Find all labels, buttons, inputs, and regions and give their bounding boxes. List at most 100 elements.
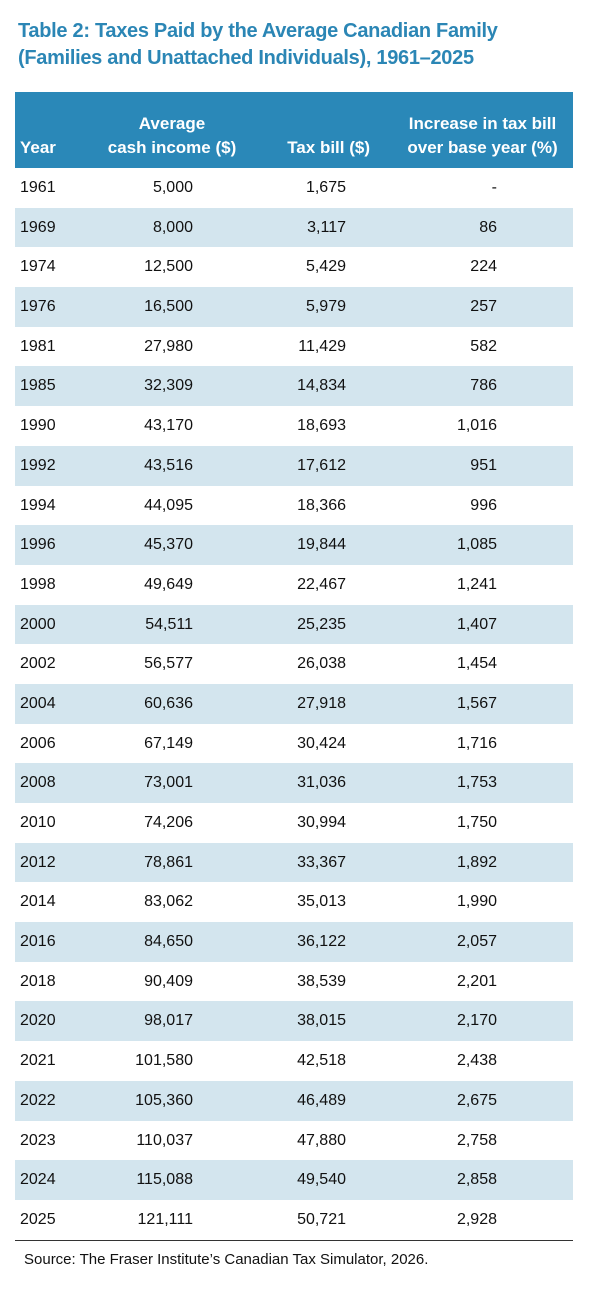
table-cell: 2006 [20, 734, 56, 752]
table-cell: 43,516 [144, 456, 193, 474]
table-row: 1992 43,516 17,612 951 [15, 445, 573, 486]
table-cell: 1961 [20, 179, 56, 196]
table-row: 1996 45,370 19,844 1,085 [15, 525, 573, 565]
table-cell: 786 [470, 377, 497, 395]
table-cell: 84,650 [144, 933, 193, 951]
table-cell: 2021 [20, 1052, 56, 1070]
table-row: 1998 49,649 22,467 1,241 [15, 565, 573, 605]
table-cell: 1992 [20, 456, 56, 474]
table-cell: 8,000 [152, 218, 193, 236]
table-cell: 42,518 [297, 1052, 346, 1070]
table-cell: 1,716 [456, 734, 497, 752]
table-cell: 78,861 [144, 853, 193, 871]
table-row: 2020 98,017 38,015 2,170 [15, 1001, 573, 1042]
table-cell: 121,111 [137, 1210, 193, 1228]
table-cell: 44,095 [144, 496, 193, 514]
table-cell: 1974 [20, 258, 56, 276]
header-line: over base year (%) [407, 138, 558, 157]
table-row: 1969 8,000 3,117 86 [15, 207, 573, 248]
table-cell: 5,429 [305, 258, 346, 276]
table-cell: 90,409 [144, 972, 193, 990]
table: Year Average cash income ($) Tax bill ($) In… [15, 92, 573, 1241]
table-cell: 2000 [20, 615, 56, 633]
table-cell: 49,540 [297, 1171, 346, 1189]
table-cell: 17,612 [297, 456, 346, 474]
table-cell: 22,467 [297, 575, 346, 593]
table-cell: 257 [470, 298, 497, 316]
table-cell: 38,015 [297, 1012, 346, 1030]
table-cell: 25,235 [297, 615, 346, 633]
table-cell: 32,309 [144, 377, 193, 395]
table-cell: 18,693 [297, 417, 346, 435]
table-cell: 60,636 [144, 694, 193, 712]
table-row: 2021 101,580 42,518 2,438 [15, 1041, 573, 1081]
title-line: Table 2: Taxes Paid by the Average Canad… [18, 20, 498, 42]
table-cell: 2022 [20, 1091, 56, 1109]
table-row: 1976 16,500 5,979 257 [15, 287, 573, 327]
table-row: 1990 43,170 18,693 1,016 [15, 406, 573, 446]
table-cell: 2010 [20, 814, 56, 831]
table-cell: 38,539 [297, 972, 346, 990]
table-row: 1981 27,980 11,429 582 [15, 327, 573, 367]
table-row: 2004 60,636 27,918 1,567 [15, 683, 573, 724]
table-row: 2022 105,360 46,489 2,675 [15, 1080, 573, 1121]
table-cell: 27,918 [297, 694, 346, 712]
table-cell: 2012 [20, 853, 56, 871]
table-cell: 2,170 [456, 1012, 497, 1030]
table-cell: 2008 [20, 774, 56, 792]
table-cell: 18,366 [297, 496, 346, 514]
title: Table 2: Taxes Paid by the Average Canad… [18, 18, 498, 72]
table-cell: 2025 [20, 1210, 56, 1228]
table-row: 2002 56,577 26,038 1,454 [15, 644, 573, 684]
table-cell: 30,424 [297, 734, 346, 752]
table-cell: 11,429 [298, 337, 346, 355]
header-line: cash income ($) [107, 138, 237, 157]
table-cell: 3,117 [307, 218, 346, 236]
table-cell: 1981 [20, 337, 56, 355]
table-cell: 16,500 [144, 298, 193, 316]
table-cell: 224 [470, 258, 497, 276]
table-cell: 115,088 [136, 1171, 193, 1189]
table-rule [15, 1239, 573, 1241]
table-cell: 2,858 [456, 1171, 497, 1189]
header-line: Increase in tax bill [408, 114, 557, 133]
table-cell: 5,000 [152, 179, 193, 196]
table-cell: 1985 [20, 377, 56, 395]
table-cell: 2,675 [456, 1091, 497, 1109]
header-line: Average [138, 114, 206, 133]
table-cell: 36,122 [297, 933, 346, 951]
table-cell: 105,360 [135, 1091, 193, 1109]
table-cell: 98,017 [144, 1012, 193, 1030]
table-cell: 27,980 [144, 337, 193, 355]
table-row: 2014 83,062 35,013 1,990 [15, 882, 573, 922]
table-row: 1974 12,500 5,429 224 [15, 247, 573, 287]
table-cell: 1,085 [456, 536, 497, 554]
table-body: 1961 5,000 1,675 - 1969 8,000 3,117 86 1974 12,50… [15, 168, 573, 1240]
table-cell: 2,928 [456, 1210, 497, 1228]
table-row: 1961 5,000 1,675 - [15, 168, 573, 208]
table-cell: 46,489 [297, 1091, 346, 1109]
table-cell: 56,577 [144, 655, 193, 673]
table-cell: 2014 [20, 893, 56, 911]
table-row: 2012 78,861 33,367 1,892 [15, 842, 573, 883]
table-row: 2000 54,511 25,235 1,407 [15, 604, 573, 645]
column-header: Increase in tax bill over base year (%) [395, 112, 570, 160]
table-cell: 1,016 [456, 417, 497, 435]
table-row: 2025 121,111 50,721 2,928 [15, 1200, 573, 1240]
table-cell: 1969 [20, 218, 56, 236]
table-cell: 83,062 [144, 893, 193, 911]
table-cell: 996 [470, 496, 497, 514]
table-cell: 47,880 [297, 1131, 346, 1149]
table-cell: 2024 [20, 1171, 56, 1189]
table-cell: 2023 [20, 1131, 56, 1149]
table-row: 2016 84,650 36,122 2,057 [15, 922, 573, 962]
column-header: Average cash income ($) [97, 112, 247, 160]
table-cell: 43,170 [144, 417, 193, 435]
column-header: Tax bill ($) [287, 136, 370, 160]
table-cell: 2,057 [456, 933, 497, 951]
table-row: 1994 44,095 18,366 996 [15, 486, 573, 526]
table-cell: 2004 [20, 694, 56, 712]
table-cell: 1,990 [456, 893, 497, 911]
table-cell: 582 [470, 337, 497, 355]
table-cell: 14,834 [297, 377, 346, 395]
